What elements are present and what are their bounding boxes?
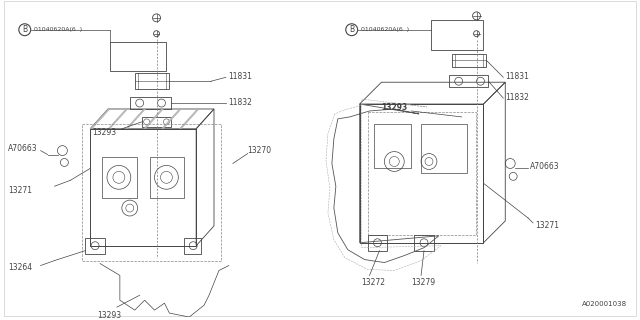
Text: 13279: 13279 <box>411 278 435 287</box>
Text: 01040620A(6  ): 01040620A(6 ) <box>360 27 409 32</box>
Text: A70663: A70663 <box>8 144 38 153</box>
Text: A020001038: A020001038 <box>582 301 627 307</box>
Text: 11831: 11831 <box>505 72 529 81</box>
Text: 13270: 13270 <box>248 146 272 155</box>
Text: 13271: 13271 <box>8 186 32 195</box>
Polygon shape <box>126 109 146 129</box>
Text: 13264: 13264 <box>8 263 32 272</box>
Text: 13293: 13293 <box>92 128 116 137</box>
Text: 11831: 11831 <box>228 72 252 81</box>
Text: 13293: 13293 <box>381 102 408 111</box>
Text: B: B <box>349 25 355 34</box>
Polygon shape <box>143 109 163 129</box>
Text: 13293: 13293 <box>97 310 121 320</box>
Text: 11832: 11832 <box>228 98 252 107</box>
Text: A70663: A70663 <box>530 162 559 171</box>
Polygon shape <box>90 109 110 129</box>
Text: B: B <box>22 25 28 34</box>
Text: 11832: 11832 <box>505 92 529 101</box>
Text: 01040620A(6  ): 01040620A(6 ) <box>34 27 82 32</box>
Polygon shape <box>161 109 181 129</box>
Text: 13271: 13271 <box>535 221 559 230</box>
Polygon shape <box>108 109 128 129</box>
Text: 13272: 13272 <box>362 278 386 287</box>
Polygon shape <box>179 109 199 129</box>
